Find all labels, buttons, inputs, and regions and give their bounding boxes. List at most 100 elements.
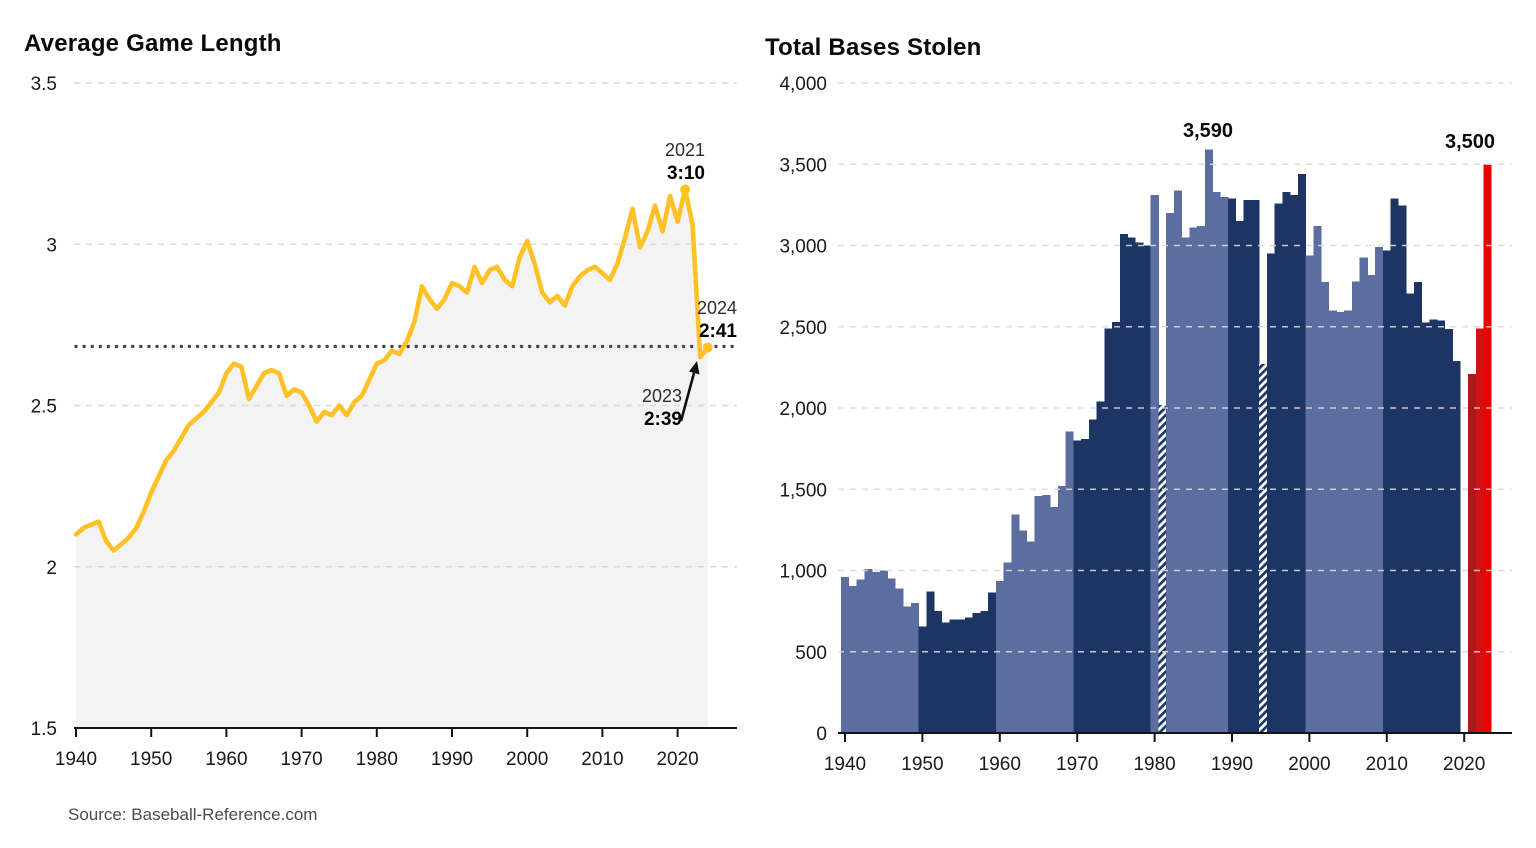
x-tick-label: 2000 (506, 749, 548, 770)
x-tick-label: 1950 (130, 749, 172, 770)
bar-1981 (1158, 404, 1167, 734)
bar-1975 (1112, 321, 1121, 733)
bar-1970 (1073, 440, 1082, 733)
y-tick-label: 1,500 (779, 480, 827, 501)
bar-1951 (926, 591, 935, 733)
annotation-year-label: 2024 (696, 298, 737, 318)
bar-1966 (1042, 494, 1051, 733)
annotation-year-label: 2023 (641, 386, 682, 406)
bar-1965 (1034, 495, 1043, 734)
bar-1967 (1050, 507, 1059, 733)
bar-1968 (1057, 486, 1066, 733)
bar-1971 (1081, 438, 1090, 733)
game-length-line (73, 187, 711, 553)
x-tick-label: 1950 (901, 754, 943, 775)
y-tick-label: 1.5 (31, 719, 57, 740)
bar-2023 (1483, 164, 1492, 734)
bar-1957 (972, 612, 981, 734)
bar-2014 (1413, 282, 1422, 733)
bar-1950 (918, 626, 927, 733)
annotation-year-label: 2021 (664, 140, 705, 160)
annotation-1987-record: 3,590 (1182, 120, 1234, 142)
bar-2000 (1305, 255, 1314, 734)
marker-2024 (702, 342, 713, 353)
bar-1955 (957, 619, 966, 734)
x-tick-label: 1960 (979, 754, 1021, 775)
x-tick-label: 1980 (1133, 754, 1175, 775)
y-tick-label: 3.5 (31, 74, 57, 95)
bar-1997 (1282, 191, 1291, 733)
bar-1992 (1243, 200, 1252, 733)
y-tick-label: 4,000 (779, 74, 827, 95)
arrow-2023-line (679, 372, 696, 422)
bar-1958 (980, 611, 989, 733)
bar-1946 (887, 578, 896, 733)
bar-1953 (941, 622, 950, 733)
bar-2017 (1437, 320, 1446, 734)
annotation-value-label: 2:39 (643, 409, 682, 431)
bar-2016 (1429, 319, 1438, 733)
bar-1998 (1290, 195, 1299, 734)
y-tick-label: 500 (795, 643, 827, 664)
source-credit: Source: Baseball-Reference.com (68, 805, 318, 824)
bar-1969 (1065, 431, 1074, 733)
y-tick-label: 1,000 (779, 562, 827, 583)
y-tick-label: 3,500 (779, 155, 827, 176)
bar-2022 (1475, 328, 1484, 733)
x-tick-label: 1970 (280, 749, 322, 770)
bar-2003 (1328, 310, 1337, 733)
bar-2008 (1367, 274, 1376, 734)
bar-chart: 4,000 3,500 3,000 2,500 2,000 1,500 1,000 500 0 1… (779, 74, 1512, 775)
bar-1996 (1274, 203, 1283, 734)
bar-1982 (1166, 213, 1175, 733)
y-tick-label: 2 (46, 558, 57, 579)
bar-1993 (1251, 200, 1260, 733)
y-tick-label: 2.5 (31, 397, 57, 418)
bar-1948 (903, 606, 912, 734)
y-tick-label: 2,000 (779, 399, 827, 420)
bar-2013 (1406, 293, 1415, 733)
bar-1999 (1297, 174, 1306, 733)
bar-1979 (1142, 245, 1152, 733)
bar-1943 (864, 568, 873, 733)
y-tick-label: 2,500 (779, 318, 827, 339)
annotation-value-label: 2:41 (698, 321, 737, 343)
bar-2010 (1382, 250, 1391, 733)
x-tick-label: 1970 (1056, 754, 1098, 775)
bar-2021 (1468, 373, 1477, 733)
bar-chart-title: Total Bases Stolen (765, 34, 982, 61)
bar-1941 (848, 585, 857, 733)
bar-2006 (1351, 281, 1361, 734)
marker-2021 (680, 184, 691, 195)
bar-1990 (1228, 198, 1237, 733)
bar-1942 (856, 579, 865, 733)
y-tick-label: 0 (816, 724, 827, 745)
bar-2002 (1321, 282, 1330, 733)
bar-1972 (1088, 419, 1097, 733)
bar-1952 (934, 611, 943, 733)
bar-1977 (1127, 237, 1136, 733)
bar-1984 (1181, 237, 1190, 733)
x-tick-label: 2020 (1443, 754, 1485, 775)
line-chart-title: Average Game Length (24, 30, 282, 57)
bar-1949 (910, 603, 919, 733)
bar-2019 (1452, 360, 1461, 733)
bar-2005 (1344, 310, 1353, 733)
line-area-fill (76, 189, 708, 728)
x-tick-label: 1990 (1211, 754, 1253, 775)
bar-2018 (1444, 329, 1453, 733)
y-tick-label: 3,000 (779, 237, 827, 258)
bar-1940 (841, 577, 850, 733)
bar-1954 (949, 619, 958, 734)
annotation-value-label: 3:10 (666, 163, 705, 185)
bar-1994 (1259, 364, 1268, 733)
bar-1947 (895, 588, 904, 733)
bar-2007 (1359, 257, 1368, 733)
annotation-2021-peak: 2021 3:10 (625, 139, 705, 186)
bar-1964 (1026, 541, 1035, 734)
bar-2011 (1390, 198, 1399, 733)
bar-1991 (1235, 221, 1244, 733)
bar-2012 (1398, 205, 1407, 733)
bar-2001 (1313, 226, 1322, 733)
